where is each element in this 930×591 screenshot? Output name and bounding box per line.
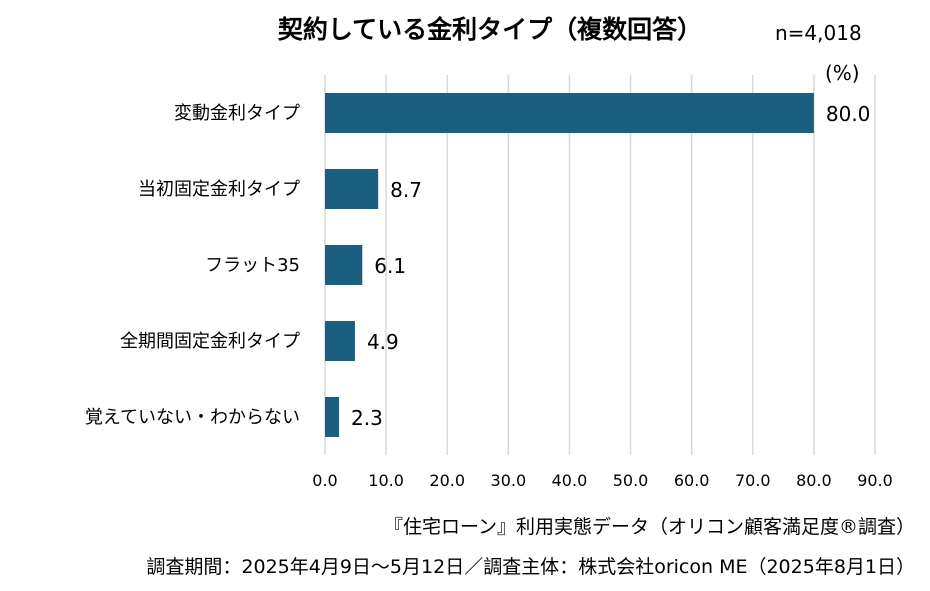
category-label: 覚えていない・わからない — [85, 407, 300, 428]
x-tick-label: 20.0 — [429, 471, 465, 490]
chart-title: 契約している金利タイプ（複数回答） — [278, 15, 702, 44]
survey-period-note: 調査期間：2025年4月9日～5月12日／調査主体：株式会社oricon ME（… — [146, 556, 915, 578]
x-tick-label: 10.0 — [368, 471, 404, 490]
category-label: 全期間固定金利タイプ — [120, 331, 300, 352]
bar — [325, 245, 363, 285]
x-tick-label: 0.0 — [312, 471, 337, 490]
x-tick-label: 50.0 — [613, 471, 649, 490]
x-tick-label: 80.0 — [796, 471, 832, 490]
data-label: 6.1 — [374, 254, 406, 278]
category-label: 変動金利タイプ — [174, 103, 300, 124]
data-label: 4.9 — [367, 330, 399, 354]
bar — [325, 93, 814, 133]
category-label: 当初固定金利タイプ — [138, 179, 300, 200]
unit-label: (%) — [825, 61, 860, 85]
data-label: 8.7 — [390, 178, 422, 202]
x-tick-label: 30.0 — [491, 471, 527, 490]
category-label: フラット35 — [205, 255, 300, 276]
data-label: 2.3 — [351, 406, 383, 430]
data-label: 80.0 — [826, 102, 871, 126]
x-tick-label: 40.0 — [552, 471, 588, 490]
source-note: 『住宅ローン』利用実態データ（オリコン顧客満足度®調査） — [384, 516, 915, 538]
x-tick-label: 70.0 — [735, 471, 771, 490]
bar — [325, 169, 379, 209]
x-tick-label: 90.0 — [857, 471, 893, 490]
bar — [325, 321, 355, 361]
sample-size: n=4,018 — [775, 21, 862, 45]
bar — [325, 397, 340, 437]
x-tick-label: 60.0 — [674, 471, 710, 490]
